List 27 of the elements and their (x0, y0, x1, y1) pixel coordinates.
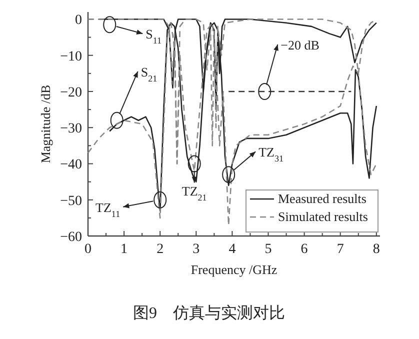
y-tick-label: −40 (60, 158, 82, 173)
legend-label: Simulated results (278, 209, 368, 224)
caption: 图9 仿真与实测对比 (133, 304, 285, 322)
annotation: TZ$_{11}$ (96, 200, 120, 219)
x-tick-label: 5 (264, 242, 272, 257)
x-tick-label: 2 (156, 242, 164, 257)
y-tick-label: −20 (60, 85, 82, 100)
y-tick-label: −30 (60, 122, 82, 137)
x-tick-label: 8 (372, 242, 380, 257)
x-tick-label: 4 (228, 242, 236, 257)
legend-label: Measured results (278, 191, 366, 206)
x-axis-title: Frequency /GHz (190, 262, 278, 277)
x-tick-label: 3 (192, 242, 200, 257)
annotation: −20 dB (280, 37, 320, 52)
annotation: TZ$_{31}$ (258, 144, 284, 164)
y-tick-label: −10 (60, 49, 82, 64)
y-axis-title: Magnitude /dB (38, 84, 53, 164)
y-tick-label: 0 (75, 13, 82, 28)
annotation: S$_{21}$ (140, 64, 158, 84)
x-tick-label: 6 (300, 242, 308, 257)
annotation: TZ$_{21}$ (182, 184, 207, 203)
x-tick-label: 1 (120, 242, 128, 257)
x-tick-label: 0 (84, 242, 92, 257)
annotation: S$_{11}$ (146, 26, 162, 46)
y-tick-label: −60 (60, 230, 82, 245)
y-tick-label: −50 (60, 194, 82, 209)
x-tick-label: 7 (336, 242, 344, 257)
